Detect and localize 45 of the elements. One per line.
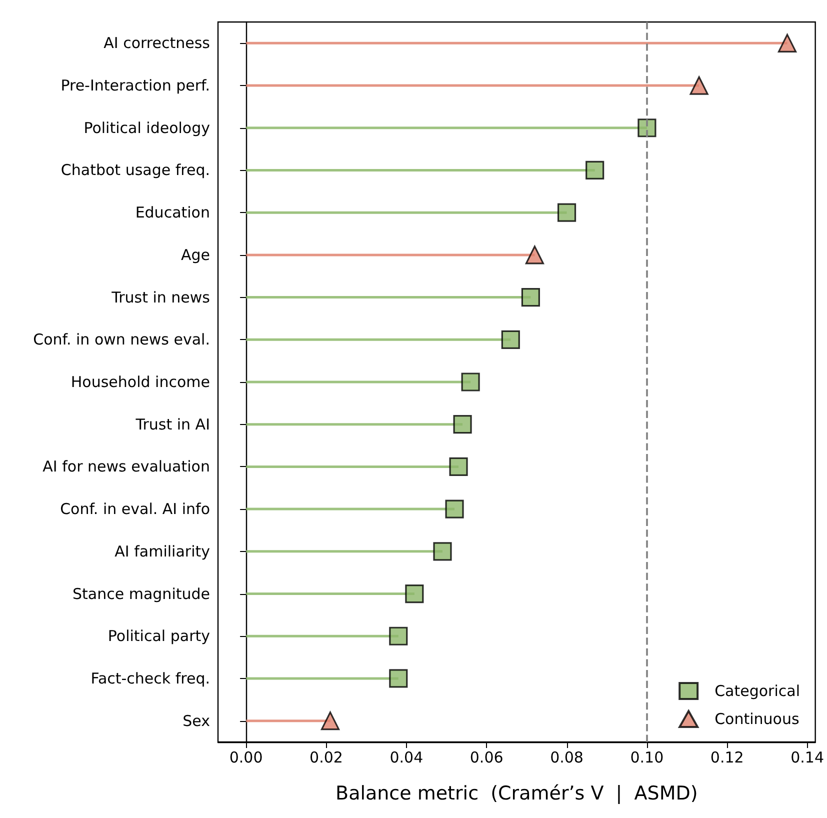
y-tick-label: Conf. in eval. AI info bbox=[60, 500, 210, 518]
point bbox=[453, 415, 472, 434]
y-tick-label: Chatbot usage freq. bbox=[60, 161, 210, 180]
point bbox=[586, 160, 604, 180]
y-tick-label: Sex bbox=[182, 712, 210, 730]
x-tick-label: 0.08 bbox=[550, 748, 584, 766]
x-tick-label: 0.02 bbox=[310, 748, 343, 766]
y-tick-label: Fact-check freq. bbox=[90, 669, 210, 688]
x-tick-label: 0.06 bbox=[470, 748, 504, 766]
y-tick-label: Age bbox=[180, 246, 210, 264]
point bbox=[405, 584, 424, 604]
point bbox=[320, 712, 340, 730]
y-tick-label: Household income bbox=[70, 373, 210, 391]
point bbox=[433, 542, 452, 561]
point bbox=[690, 76, 708, 95]
x-tick-label: 0.10 bbox=[630, 748, 664, 766]
y-tick-label: Conf. in own news eval. bbox=[33, 330, 210, 349]
y-tick-label: AI familiarity bbox=[114, 542, 210, 560]
x-tick-label: 0.14 bbox=[790, 748, 824, 766]
point bbox=[461, 372, 480, 392]
point bbox=[778, 34, 797, 52]
y-tick-label: Pre-Interaction perf. bbox=[60, 76, 210, 95]
point bbox=[445, 500, 464, 518]
legend-label: Categorical bbox=[714, 682, 800, 700]
point bbox=[389, 669, 408, 688]
y-tick-label: Political ideology bbox=[84, 118, 210, 137]
y-tick-label: Education bbox=[135, 204, 210, 222]
point bbox=[501, 330, 520, 349]
point bbox=[449, 457, 468, 476]
legend-label: Continuous bbox=[714, 710, 800, 728]
point bbox=[638, 118, 656, 138]
x-tick-label: 0.00 bbox=[229, 748, 263, 766]
point bbox=[525, 246, 544, 264]
x-axis-title: Balance metric (Cramér’s V | ASMD) bbox=[336, 782, 698, 804]
x-tick-label: 0.04 bbox=[390, 748, 424, 766]
point bbox=[389, 626, 408, 646]
y-tick-label: AI correctness bbox=[104, 34, 210, 52]
point bbox=[521, 288, 540, 307]
y-tick-label: Political party bbox=[108, 627, 210, 646]
x-tick-label: 0.12 bbox=[710, 748, 744, 766]
y-tick-label: Trust in AI bbox=[134, 415, 210, 434]
point bbox=[557, 203, 576, 222]
y-tick-label: Stance magnitude bbox=[72, 584, 210, 603]
y-tick-label: AI for news evaluation bbox=[42, 458, 210, 476]
y-tick-label: Trust in news bbox=[110, 288, 210, 306]
